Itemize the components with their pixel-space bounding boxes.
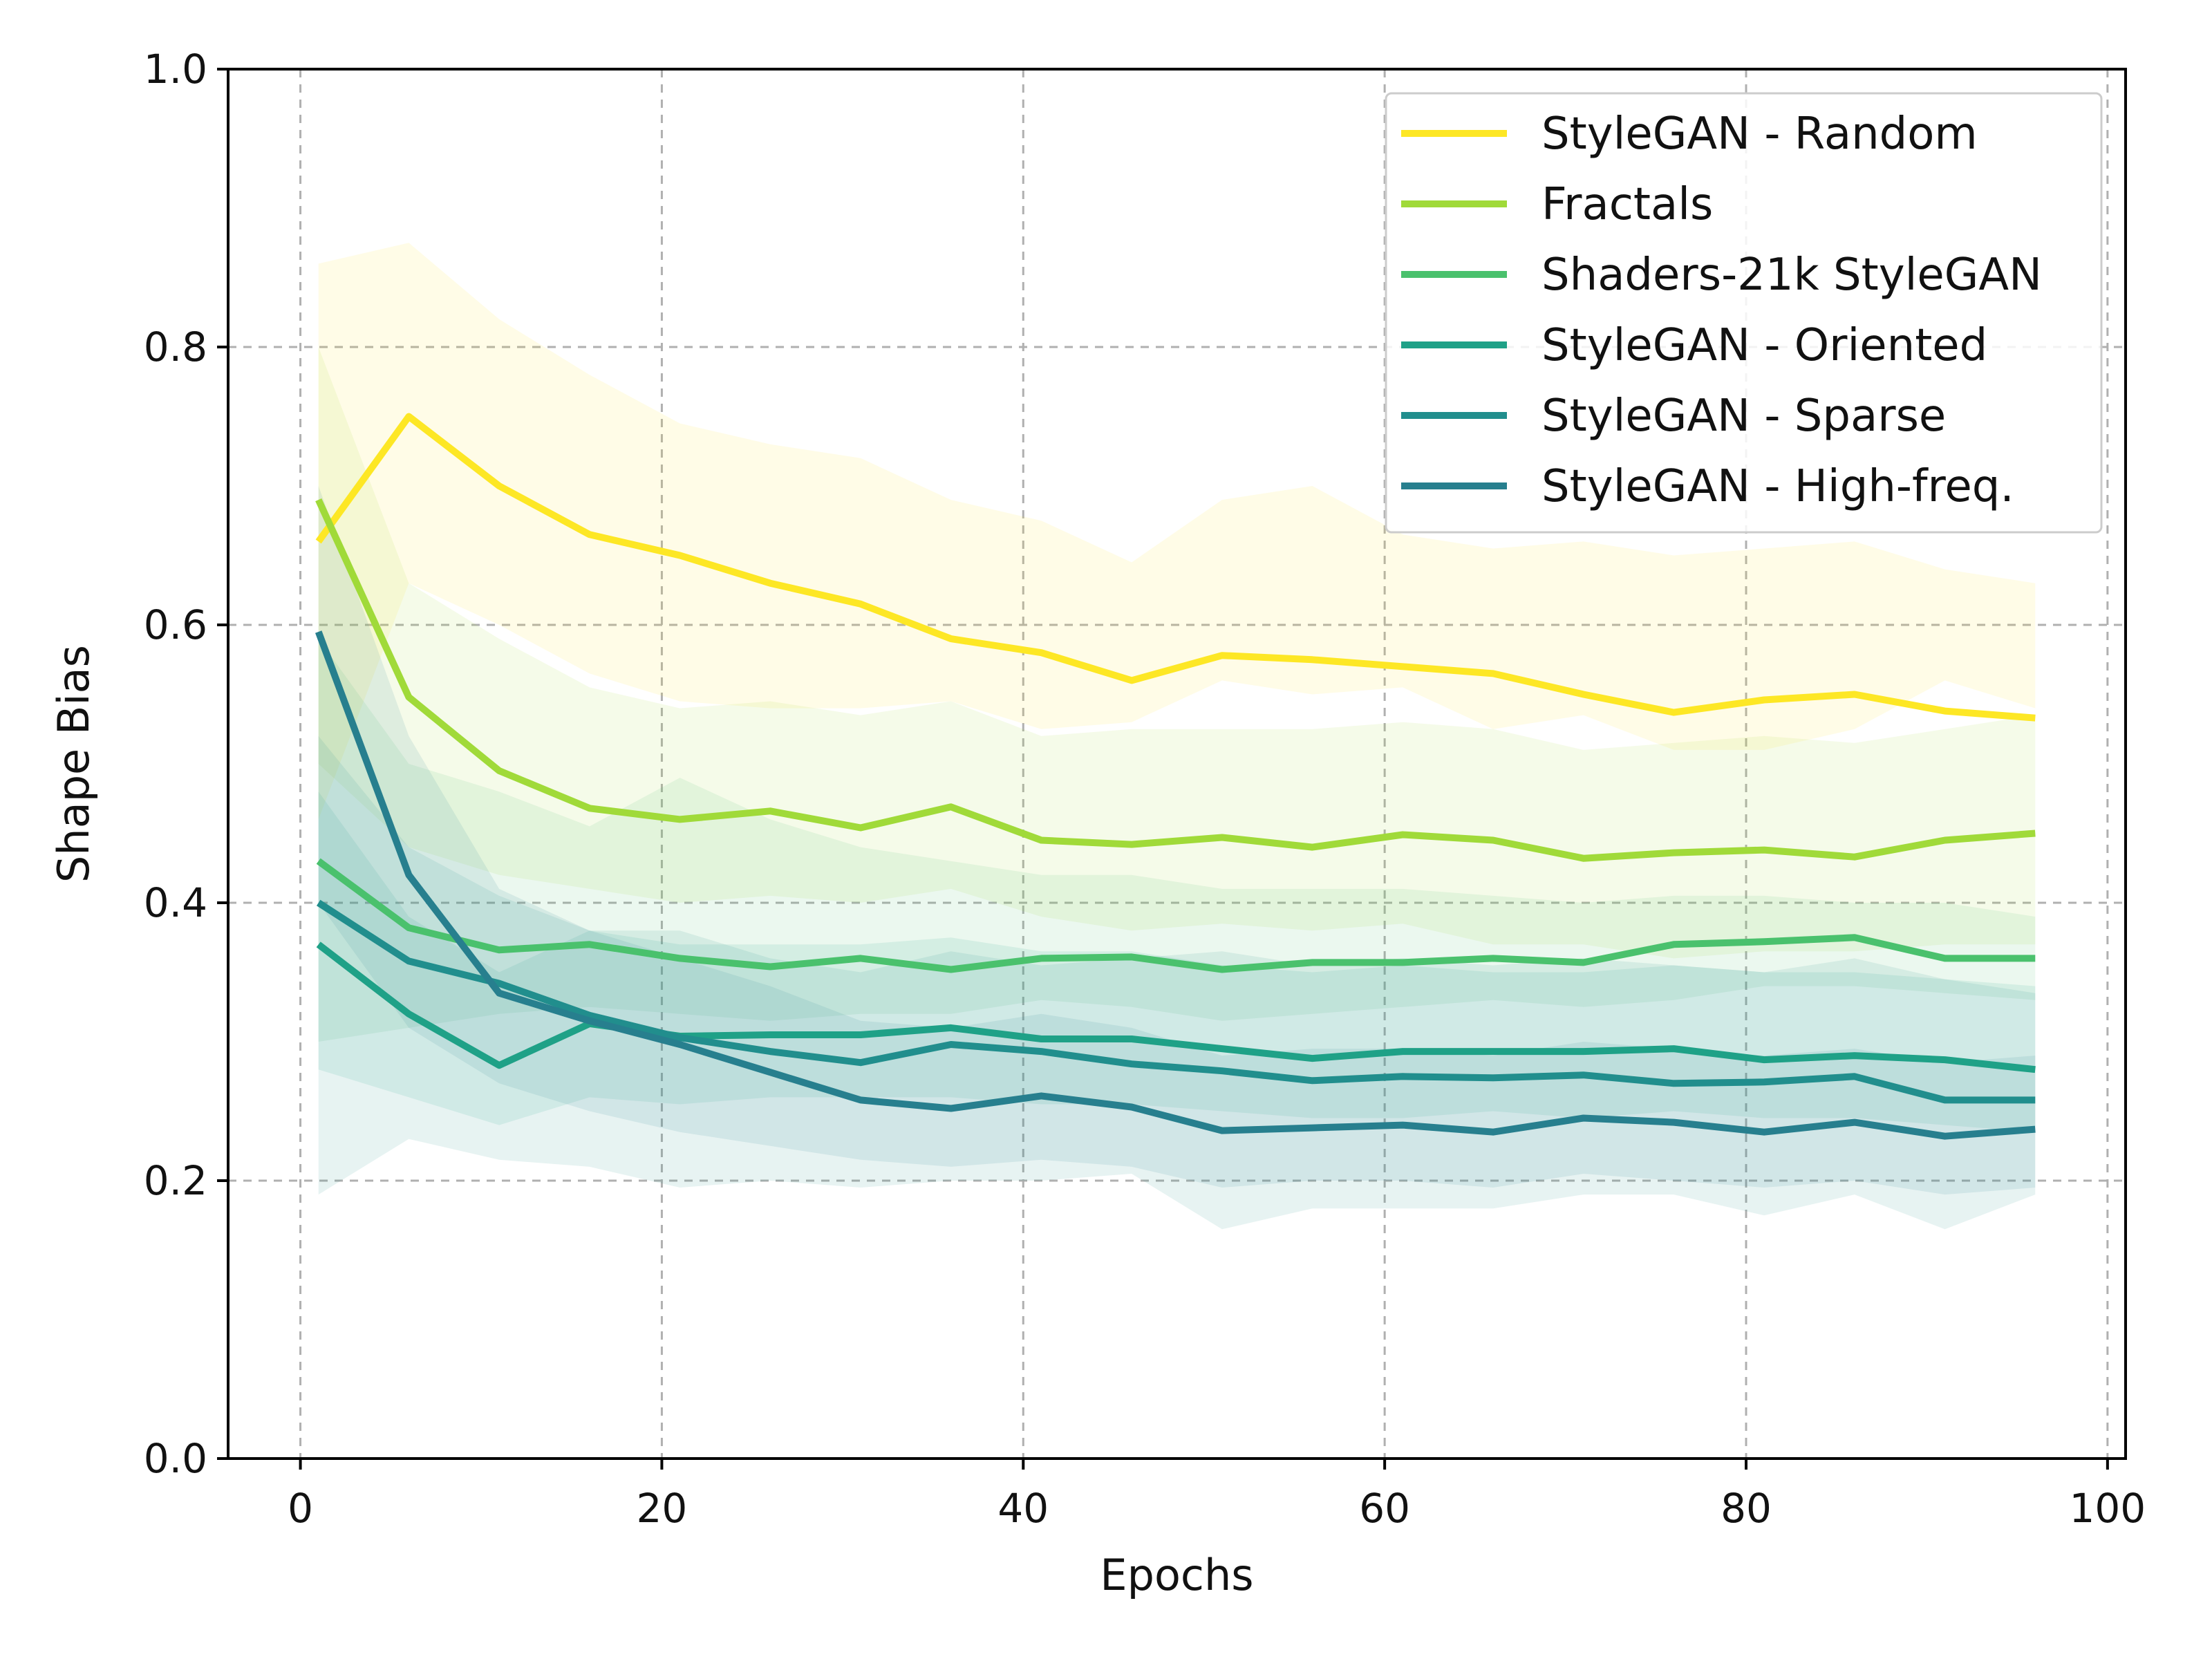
- legend-entry-label: StyleGAN - High-freq.: [1541, 461, 2014, 512]
- x-tick-label: 40: [997, 1485, 1049, 1532]
- legend: StyleGAN - Random Fractals Shaders-21k Sty…: [1385, 92, 2103, 534]
- legend-entry-label: StyleGAN - Oriented: [1541, 320, 1987, 371]
- confidence-band: [318, 639, 2036, 1042]
- confidence-band: [318, 347, 2036, 959]
- plot-frame: [227, 68, 2127, 1460]
- series-lines: [315, 413, 2036, 1140]
- y-tick-label: 1.0: [144, 46, 207, 93]
- legend-entry-label: Fractals: [1541, 179, 1713, 230]
- x-tick-label: 20: [637, 1485, 688, 1532]
- legend-entry-label: Shaders-21k StyleGAN: [1541, 250, 2042, 301]
- x-tick-label: 100: [2069, 1485, 2146, 1532]
- x-axis-label: Epochs: [1100, 1550, 1253, 1600]
- y-tick-label: 0.4: [144, 879, 207, 926]
- series-line: [315, 630, 2036, 1140]
- legend-entry-label: StyleGAN - Random: [1541, 109, 1978, 160]
- series-line: [315, 413, 2036, 722]
- y-axis-label: Shape Bias: [48, 645, 99, 883]
- confidence-band: [318, 735, 2036, 1230]
- legend-box: [1385, 92, 2103, 534]
- x-axis-ticks: 0 20 40 60 80 100: [288, 1459, 2146, 1532]
- x-tick-label: 0: [288, 1485, 313, 1532]
- y-tick-label: 0.2: [144, 1157, 207, 1204]
- series-line: [316, 858, 2036, 973]
- y-tick-label: 0.0: [144, 1435, 207, 1482]
- y-axis-ticks: 0.0 0.2 0.4 0.6 0.8 1.0: [144, 46, 228, 1482]
- x-tick-label: 60: [1359, 1485, 1410, 1532]
- confidence-band: [318, 243, 2036, 820]
- confidence-band: [318, 486, 2036, 1195]
- series-line: [316, 899, 2036, 1104]
- x-tick-label: 80: [1721, 1485, 1772, 1532]
- legend-entry-label: StyleGAN - Sparse: [1541, 391, 1946, 442]
- y-tick-label: 0.8: [144, 324, 207, 371]
- series-line: [315, 498, 2036, 862]
- y-tick-label: 0.6: [144, 601, 207, 648]
